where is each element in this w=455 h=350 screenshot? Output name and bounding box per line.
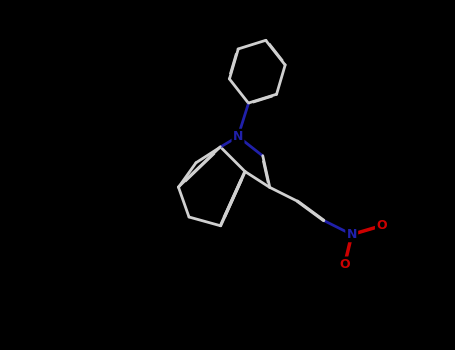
Text: O: O [339,258,350,271]
Text: N: N [347,228,357,241]
Text: N: N [233,130,243,143]
Text: O: O [376,219,387,232]
